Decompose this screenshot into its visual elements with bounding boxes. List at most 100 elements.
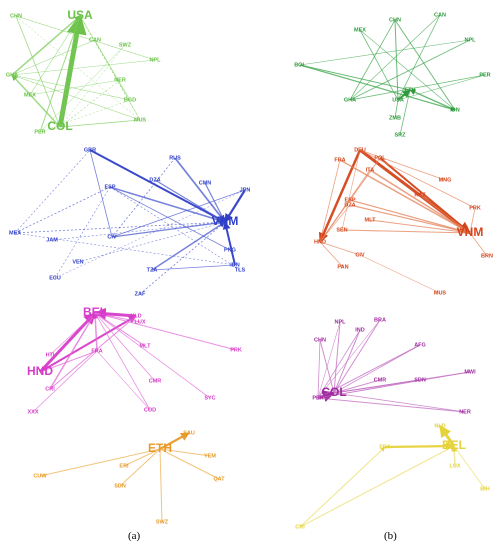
- edge-dza-vnm: [154, 179, 226, 223]
- edge-can-mus: [94, 39, 141, 121]
- node-label-tza: TZA: [147, 267, 158, 273]
- node-label-qat: QAT: [213, 476, 225, 482]
- node-label-can: CAN: [434, 12, 446, 18]
- edge-dza-vnm: [349, 204, 471, 235]
- edge-eth-yem: [159, 448, 211, 457]
- edge-mlt-vnm: [369, 219, 471, 234]
- edge-esp-vnm: [349, 199, 471, 235]
- edge-prk-bel: [94, 312, 237, 351]
- edge-per-gha: [349, 74, 486, 101]
- node-label-jam: JAM: [46, 237, 58, 243]
- node-label-lux: LUX: [135, 319, 146, 325]
- node-label-col: COL: [47, 119, 72, 133]
- node-label-bgd: BGD: [124, 97, 136, 103]
- edge-afg-per: [317, 344, 421, 399]
- network-panel-b4: BEL NLD FRA LUX BIH CRI: [295, 423, 490, 530]
- node-label-mwi: MWI: [464, 369, 476, 375]
- edge-hnd-dza: [319, 204, 351, 243]
- node-label-col: COL: [321, 385, 346, 399]
- edge-gha-usa: [11, 15, 81, 76]
- edge-ner-col: [333, 392, 466, 413]
- node-label-chn: CHN: [10, 13, 22, 19]
- edge-chn-npl: [15, 15, 156, 61]
- node-label-hnd: HND: [27, 364, 53, 378]
- node-label-vnm: VNM: [212, 214, 239, 228]
- edge-hti-bel: [49, 312, 96, 356]
- edge-pol-vnm: [379, 157, 471, 234]
- edge-mus-gha: [11, 74, 141, 121]
- edge-ita-hnd: [319, 169, 371, 243]
- node-label-bel: BEL: [83, 305, 107, 319]
- node-label-fra: FRA: [379, 444, 390, 450]
- node-label-per: PER: [34, 129, 45, 135]
- edge-ner-col: [59, 79, 121, 128]
- node-label-per: PER: [479, 72, 490, 78]
- node-label-cri: CRI: [295, 524, 305, 530]
- edge-fra-cod: [96, 350, 151, 411]
- node-label-deu: DEU: [354, 147, 366, 153]
- edge-ecu-esp: [54, 186, 111, 279]
- edge-cri-bel: [49, 312, 96, 390]
- edge-usa-eth: [397, 89, 411, 101]
- node-label-idn: IDN: [450, 107, 460, 113]
- node-label-tls: TLS: [235, 267, 246, 273]
- edge-can-gha: [349, 14, 441, 101]
- edge-chn-per: [317, 339, 321, 399]
- edge-mex-usa: [29, 15, 81, 96]
- node-label-jpn: JPN: [240, 187, 251, 193]
- edge-chn-idn: [394, 19, 456, 111]
- node-label-ner: NER: [459, 409, 471, 415]
- node-label-nld: NLD: [434, 423, 445, 429]
- edge-srz-eth: [399, 89, 411, 136]
- edge-chn-usa: [394, 19, 399, 101]
- node-label-sdn: SDN: [114, 483, 126, 489]
- node-label-swz: SWZ: [119, 42, 132, 48]
- node-label-ecu: ECU: [49, 275, 61, 281]
- edge-afg-col: [333, 344, 421, 394]
- node-label-chn: CHN: [389, 17, 401, 23]
- edge-ner-per: [317, 397, 466, 413]
- network-panel-a1: USA COL GHA CHN NER PER BGD MUS NPL SWZ CAN MEX: [6, 8, 161, 135]
- edge-npl-gha: [349, 39, 471, 101]
- edge-cuw-eth: [39, 448, 161, 477]
- nodes-a1: USA COL GHA CHN NER PER BGD MUS NPL SWZ CAN MEX: [6, 8, 161, 135]
- edge-col-mus: [59, 119, 141, 128]
- node-label-bol: BOL: [294, 62, 306, 68]
- edges-a4: [39, 432, 220, 523]
- node-label-ita: ITA: [366, 167, 374, 173]
- node-label-npl: NPL: [335, 319, 347, 325]
- edge-zmb-usa: [394, 99, 399, 119]
- edge-fra-hnd: [319, 159, 341, 243]
- node-label-bih: BIH: [480, 486, 490, 492]
- node-label-mlt: MLT: [365, 217, 377, 223]
- edge-chn-mus: [15, 15, 141, 121]
- node-label-idn: IDN: [230, 262, 240, 268]
- node-label-zmb: ZMB: [389, 115, 401, 121]
- edge-bgd-gha: [11, 74, 131, 101]
- edge-swz-col: [59, 44, 126, 128]
- edges-b3: [317, 319, 471, 413]
- node-label-npl: NPL: [150, 57, 162, 63]
- node-label-zaf: ZAF: [135, 291, 146, 297]
- node-label-civ: CIV: [107, 234, 117, 240]
- edge-deu-sen: [341, 149, 361, 231]
- edge-mng-deu: [359, 149, 446, 181]
- edge-eth-eri: [123, 448, 161, 467]
- edges-a1: [11, 14, 156, 133]
- edge-eth-qat: [159, 448, 220, 480]
- edge-tza-vnm: [151, 221, 226, 271]
- node-label-kaz: KAZ: [414, 192, 426, 198]
- node-label-esp: ESP: [104, 184, 115, 190]
- node-label-ind: IND: [355, 327, 365, 333]
- node-label-ven: VEN: [72, 259, 83, 265]
- edge-idn-tza: [151, 264, 236, 271]
- node-label-sau: SAU: [183, 430, 195, 436]
- edge-ven-vnm: [77, 221, 226, 263]
- node-label-gbr: GBR: [84, 147, 96, 153]
- caption-b: (b): [384, 530, 397, 542]
- node-label-srz: SRZ: [395, 132, 407, 138]
- edge-gha-npl: [11, 59, 156, 76]
